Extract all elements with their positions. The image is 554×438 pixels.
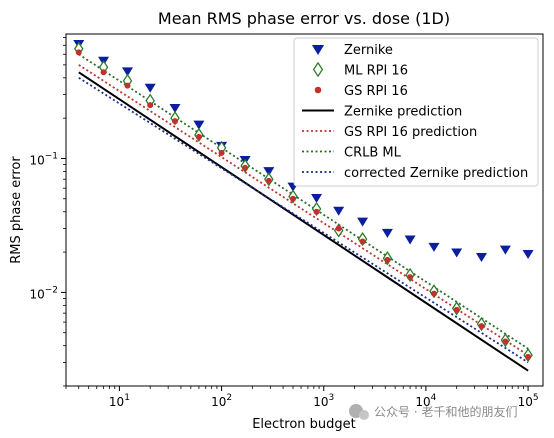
x-tick-label-exponent: 3 bbox=[329, 393, 335, 403]
x-tick-label: 102 bbox=[211, 393, 232, 409]
marker-dot bbox=[147, 102, 154, 109]
legend-label: GS RPI 16 bbox=[344, 84, 408, 99]
y-tick-label: 10−2 bbox=[29, 285, 58, 301]
x-tick-label-base: 10 bbox=[211, 395, 226, 409]
marker-dot bbox=[75, 49, 82, 56]
x-tick-label: 103 bbox=[313, 393, 334, 409]
marker-triangle-down bbox=[169, 103, 181, 113]
y-tick-label-base: 10 bbox=[29, 153, 44, 167]
marker-triangle-down bbox=[499, 245, 511, 255]
x-tick-label-base: 10 bbox=[109, 395, 124, 409]
marker-dot bbox=[242, 164, 249, 171]
marker-dot bbox=[384, 256, 391, 263]
x-tick-label: 104 bbox=[415, 393, 436, 409]
legend-marker-dot bbox=[314, 86, 322, 94]
marker-triangle-down bbox=[475, 253, 487, 263]
marker-triangle-down bbox=[144, 83, 156, 93]
y-axis-label: RMS phase error bbox=[9, 156, 24, 264]
marker-dot bbox=[430, 290, 437, 297]
line-zernike-prediction bbox=[78, 71, 529, 372]
legend-box bbox=[293, 37, 539, 187]
line-corrected-zernike-prediction bbox=[78, 77, 529, 364]
marker-triangle-down bbox=[428, 242, 440, 252]
plot-area bbox=[65, 33, 544, 387]
marker-dot bbox=[313, 208, 320, 215]
marker-triangle-down bbox=[451, 248, 463, 258]
legend-marker-diamond-open bbox=[312, 61, 324, 78]
marker-dot bbox=[195, 133, 202, 140]
legend-label: corrected Zernike prediction bbox=[344, 166, 528, 181]
legend-marker-triangle-down bbox=[311, 45, 325, 55]
legend-label: Zernike bbox=[344, 43, 393, 58]
marker-triangle-down bbox=[263, 167, 275, 177]
marker-dot bbox=[407, 274, 414, 281]
marker-triangle-down bbox=[357, 217, 369, 227]
x-axis-label: Electron budget bbox=[252, 417, 356, 432]
y-tick-label-exponent: −2 bbox=[45, 285, 58, 295]
x-tick-label-base: 10 bbox=[313, 395, 328, 409]
wechat-icon-bubble bbox=[359, 410, 369, 420]
marker-dot bbox=[453, 306, 460, 313]
legend-label: ML RPI 16 bbox=[344, 64, 408, 79]
marker-dot bbox=[359, 238, 366, 245]
marker-dot bbox=[172, 118, 179, 125]
marker-triangle-down bbox=[381, 228, 393, 238]
legend: Zernike ML RPI 16 GS RPI 16 Zernike predict… bbox=[293, 37, 539, 187]
x-tick-label: 101 bbox=[109, 393, 130, 409]
marker-dot bbox=[478, 323, 485, 330]
marker-triangle-down bbox=[404, 235, 416, 245]
watermark-text: 公众号 · 老千和他的朋友们 bbox=[374, 404, 517, 419]
watermark: 公众号 · 老千和他的朋友们 bbox=[349, 404, 517, 420]
marker-dot bbox=[289, 195, 296, 202]
x-tick-label: 105 bbox=[518, 393, 539, 409]
y-tick-label-base: 10 bbox=[29, 287, 44, 301]
legend-label: GS RPI 16 prediction bbox=[344, 125, 477, 140]
x-tick-label-base: 10 bbox=[518, 395, 533, 409]
x-tick-label-exponent: 5 bbox=[533, 393, 539, 403]
marker-triangle-down bbox=[122, 67, 134, 77]
marker-triangle-down bbox=[333, 206, 345, 216]
marker-dot bbox=[335, 225, 342, 232]
y-tick-label-exponent: −1 bbox=[45, 151, 58, 161]
marker-triangle-down bbox=[522, 249, 534, 259]
marker-dot bbox=[502, 338, 509, 345]
x-tick-label-exponent: 1 bbox=[124, 393, 130, 403]
legend-label: Zernike prediction bbox=[344, 105, 462, 120]
x-tick-label-exponent: 4 bbox=[431, 393, 437, 403]
x-tick-label-exponent: 2 bbox=[226, 393, 232, 403]
marker-triangle-down bbox=[311, 194, 323, 204]
marker-dot bbox=[218, 149, 225, 156]
marker-dot bbox=[124, 82, 131, 89]
legend-label: CRLB ML bbox=[344, 146, 402, 161]
data-markers bbox=[73, 40, 534, 363]
y-tick-label: 10−1 bbox=[29, 151, 58, 167]
marker-dot bbox=[100, 69, 107, 76]
marker-dot bbox=[265, 177, 272, 184]
chart-title: Mean RMS phase error vs. dose (1D) bbox=[158, 9, 450, 28]
x-tick-label-base: 10 bbox=[415, 395, 430, 409]
marker-triangle-down bbox=[193, 120, 205, 130]
marker-dot bbox=[525, 353, 532, 360]
